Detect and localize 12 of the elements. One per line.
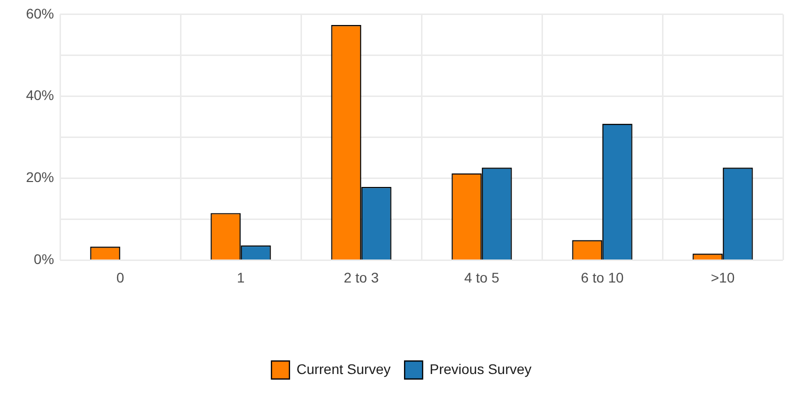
legend-label: Previous Survey: [430, 360, 532, 377]
y-tick-label: 60%: [26, 5, 54, 22]
x-tick-label: 0: [116, 269, 124, 286]
y-tick-label: 40%: [26, 87, 54, 104]
x-tick-label: 2 to 3: [344, 269, 379, 286]
x-tick-label: 1: [236, 269, 245, 286]
x-tick-label: >10: [710, 269, 735, 286]
legend-label: Current Survey: [296, 360, 391, 377]
x-tick-label: 4 to 5: [464, 269, 500, 286]
y-tick-label: 20%: [26, 169, 54, 186]
x-tick-label: 6 to 10: [580, 269, 624, 286]
y-tick-label: 0%: [34, 251, 54, 268]
